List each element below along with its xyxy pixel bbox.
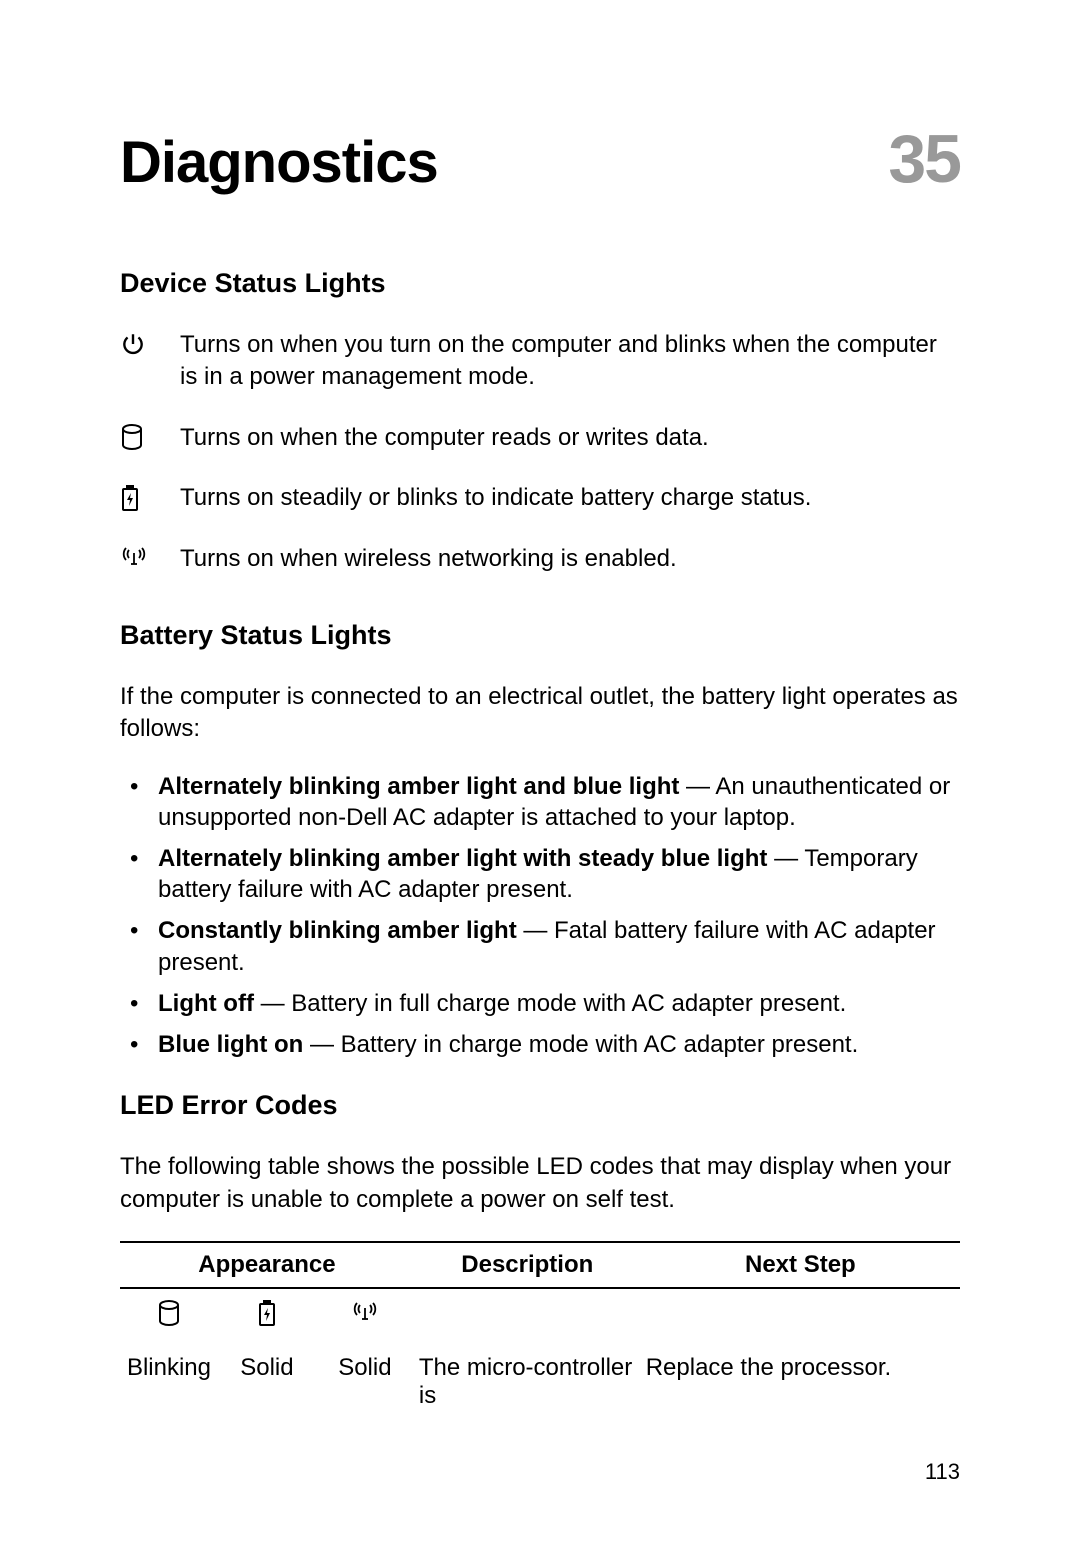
header-nextstep: Next Step (641, 1242, 960, 1288)
cell-col2: Solid (218, 1352, 316, 1412)
hdd-icon-cell (120, 1288, 218, 1352)
bullet-item: Constantly blinking amber light — Fatal … (120, 915, 960, 977)
bullet-bold: Light off (158, 990, 254, 1017)
icon-subheader-row (120, 1288, 960, 1352)
power-icon (120, 329, 180, 357)
chapter-header: Diagnostics 35 (120, 120, 960, 198)
section-heading-device-status: Device Status Lights (120, 268, 960, 299)
status-row-battery: Turns on steadily or blinks to indicate … (120, 482, 960, 514)
bullet-bold: Constantly blinking amber light (158, 917, 517, 944)
bullet-bold: Blue light on (158, 1031, 303, 1058)
battery-icon-cell (218, 1288, 316, 1352)
status-text: Turns on when you turn on the computer a… (180, 329, 960, 394)
chapter-title: Diagnostics (120, 129, 438, 196)
battery-intro-text: If the computer is connected to an elect… (120, 681, 960, 746)
cell-nextstep: Replace the processor. (641, 1352, 960, 1412)
led-intro-text: The following table shows the possible L… (120, 1151, 960, 1216)
hdd-icon (120, 422, 180, 450)
status-text: Turns on when wireless networking is ena… (180, 543, 960, 575)
battery-bullet-list: Alternately blinking amber light and blu… (120, 771, 960, 1061)
bullet-item: Alternately blinking amber light with st… (120, 843, 960, 905)
bullet-item: Light off — Battery in full charge mode … (120, 988, 960, 1019)
status-row-hdd: Turns on when the computer reads or writ… (120, 422, 960, 454)
wireless-icon (120, 543, 180, 571)
battery-icon (120, 482, 180, 512)
header-appearance: Appearance (120, 1242, 414, 1288)
bullet-bold: Alternately blinking amber light with st… (158, 845, 767, 872)
table-row: Blinking Solid Solid The micro-controlle… (120, 1352, 960, 1412)
status-row-wireless: Turns on when wireless networking is ena… (120, 543, 960, 575)
section-heading-led-error: LED Error Codes (120, 1090, 960, 1121)
led-error-table: Appearance Description Next Step (120, 1241, 960, 1412)
status-row-power: Turns on when you turn on the computer a… (120, 329, 960, 394)
table-header-row: Appearance Description Next Step (120, 1242, 960, 1288)
chapter-number: 35 (888, 120, 960, 198)
cell-col1: Blinking (120, 1352, 218, 1412)
bullet-item: Blue light on — Battery in charge mode w… (120, 1029, 960, 1060)
bullet-item: Alternately blinking amber light and blu… (120, 771, 960, 833)
header-description: Description (414, 1242, 641, 1288)
bullet-rest: — Battery in charge mode with AC adapter… (303, 1031, 858, 1058)
section-heading-battery-status: Battery Status Lights (120, 620, 960, 651)
status-text: Turns on when the computer reads or writ… (180, 422, 960, 454)
cell-description: The micro-controller is (414, 1352, 641, 1412)
cell-col3: Solid (316, 1352, 414, 1412)
page-number: 113 (925, 1459, 960, 1485)
bullet-rest: — Battery in full charge mode with AC ad… (254, 990, 846, 1017)
status-text: Turns on steadily or blinks to indicate … (180, 482, 960, 514)
wireless-icon-cell (316, 1288, 414, 1352)
bullet-bold: Alternately blinking amber light and blu… (158, 773, 679, 800)
